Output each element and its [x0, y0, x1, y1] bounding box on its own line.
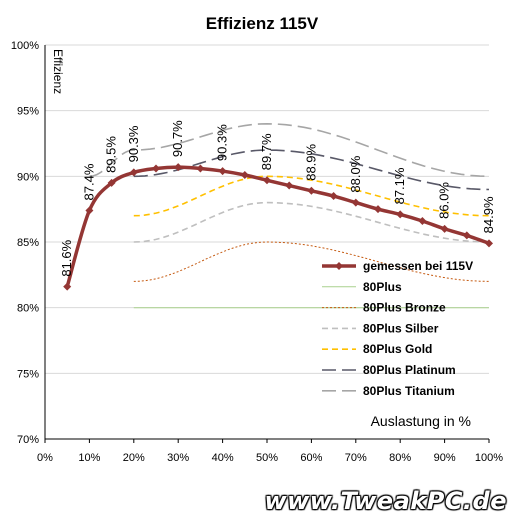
- series-line: [133, 241, 490, 282]
- data-point: [85, 206, 94, 215]
- data-label: 81.6%: [59, 239, 74, 276]
- data-point: [485, 239, 493, 248]
- legend-label: 80Plus Titanium: [363, 384, 455, 398]
- series-layer: [63, 122, 493, 309]
- y-tick-label: 90%: [17, 171, 39, 183]
- data-label: 84.9%: [481, 196, 496, 233]
- x-tick-label: 40%: [212, 452, 234, 464]
- x-tick-label: 0%: [37, 452, 53, 464]
- y-axis-title: Effizienz: [51, 49, 65, 94]
- x-tick-label: 80%: [389, 452, 411, 464]
- data-point: [462, 231, 471, 240]
- legend-label: 80Plus: [363, 280, 402, 294]
- y-tick-label: 85%: [17, 237, 39, 249]
- legend-label: 80Plus Platinum: [363, 363, 456, 377]
- data-label: 87.1%: [392, 167, 407, 204]
- data-label: 87.4%: [81, 163, 96, 200]
- legend-label: 80Plus Silber: [363, 321, 439, 335]
- x-tick-label: 100%: [475, 452, 503, 464]
- series-line: [89, 122, 490, 178]
- legend-marker: [335, 262, 343, 270]
- x-tick-label: 60%: [300, 452, 322, 464]
- legend: gemessen bei 115V 80Plus 80Plus Bronze 80Pl…: [322, 259, 473, 398]
- legend-label: 80Plus Bronze: [363, 301, 446, 315]
- data-label: 88.0%: [348, 155, 363, 192]
- data-point: [152, 164, 160, 173]
- data-point: [218, 167, 227, 176]
- data-point: [285, 181, 294, 190]
- data-label: 90.7%: [170, 120, 185, 157]
- x-tick-label: 30%: [167, 452, 189, 464]
- data-point: [174, 163, 183, 172]
- y-tick-label: 75%: [17, 368, 39, 380]
- data-point: [129, 168, 138, 177]
- data-label: 89.5%: [104, 136, 119, 173]
- y-tick-label: 80%: [17, 303, 39, 315]
- legend-label: 80Plus Gold: [363, 342, 432, 356]
- x-tick-label: 10%: [78, 452, 100, 464]
- data-label: 89.7%: [259, 133, 274, 170]
- data-point: [196, 164, 205, 173]
- data-label: 86.0%: [437, 182, 452, 219]
- watermark: www.TweakPC.de: [264, 487, 507, 515]
- y-tick-label: 100%: [11, 40, 39, 52]
- data-label: 90.3%: [215, 124, 230, 161]
- data-point: [351, 198, 360, 207]
- series-line: [133, 201, 490, 243]
- x-tick-label: 20%: [123, 452, 145, 464]
- data-point: [374, 205, 382, 214]
- x-axis-title: Auslastung in %: [371, 413, 471, 429]
- data-point: [307, 186, 316, 195]
- data-point: [240, 171, 249, 180]
- data-label: 88.9%: [303, 143, 318, 180]
- data-point: [396, 210, 405, 219]
- data-point: [329, 192, 338, 201]
- data-point: [107, 178, 116, 187]
- data-point: [440, 224, 449, 233]
- y-tick-label: 95%: [17, 106, 39, 118]
- chart-title: Effizienz 115V: [206, 14, 319, 33]
- x-tick-label: 50%: [256, 452, 278, 464]
- legend-label: gemessen bei 115V: [363, 259, 473, 273]
- data-point: [63, 282, 72, 291]
- data-label: 90.3%: [126, 125, 141, 162]
- axes: 0% 10% 20% 30% 40% 50% 60% 70% 80% 90% 100%: [37, 45, 503, 464]
- data-point: [263, 176, 271, 185]
- x-tick-label: 90%: [434, 452, 456, 464]
- data-point: [418, 216, 427, 225]
- x-tick-label: 70%: [345, 452, 367, 464]
- y-tick-label: 70%: [17, 434, 39, 446]
- data-labels: 81.6% 87.4% 89.5% 90.3% 90.7% 90.3% 89.7% 88.9%…: [59, 120, 496, 277]
